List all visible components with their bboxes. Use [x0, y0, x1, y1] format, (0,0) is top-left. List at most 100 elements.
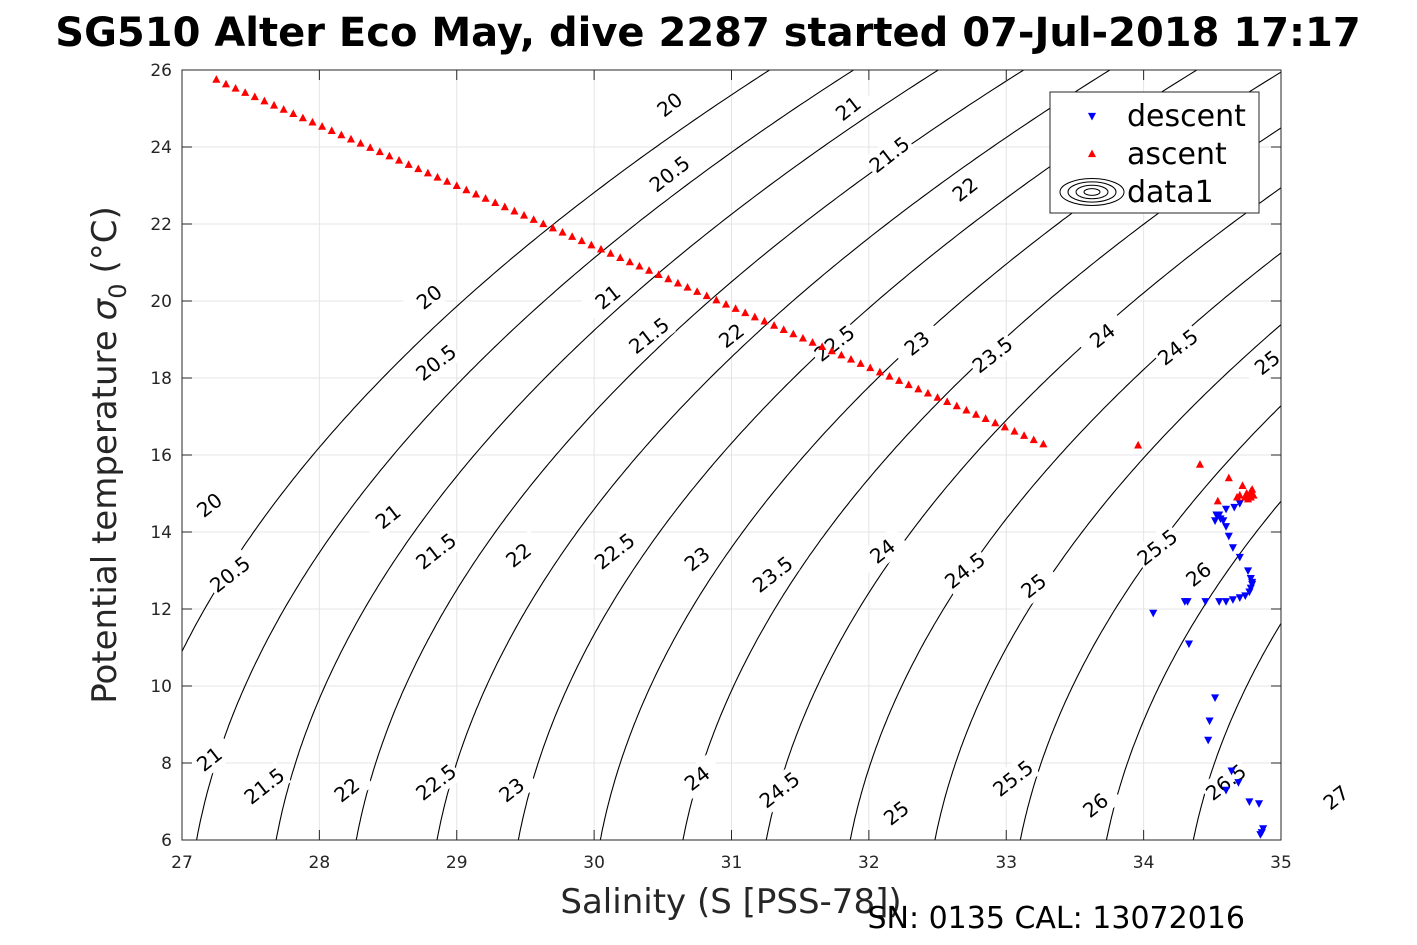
contour-label-bg [821, 83, 876, 134]
contour-label-bg [642, 148, 697, 199]
contour-line-24.5 [849, 252, 1281, 840]
ascent-point [991, 418, 1000, 427]
ascent-point [856, 359, 865, 367]
ascent-point [606, 249, 615, 257]
ascent-point [356, 139, 365, 147]
descent-point [1201, 598, 1210, 606]
ascent-point [731, 304, 740, 312]
contour-line-25 [934, 323, 1281, 840]
ascent-point [779, 325, 788, 334]
descent-point [1230, 503, 1239, 512]
ascent-point [404, 160, 413, 168]
ascent-point [1241, 492, 1250, 501]
x-tick-label: 35 [1270, 853, 1292, 873]
ascent-point [933, 393, 942, 401]
ascent-point [1000, 422, 1009, 431]
ascent-point [289, 109, 298, 118]
contour-label-bg [745, 549, 800, 600]
y-tick-label: 10 [150, 677, 172, 697]
contour-label-bg [670, 533, 725, 584]
ascent-point [635, 261, 644, 270]
ascent-point [962, 405, 971, 414]
ascent-point [1134, 440, 1143, 449]
ascent-point [250, 92, 259, 101]
ascent-point [885, 371, 894, 380]
ascent-point [385, 151, 394, 160]
ascent-point [596, 244, 606, 253]
y-axis-label-unit: (°C) [85, 206, 125, 273]
contour-label-bg [1171, 549, 1226, 600]
ascent-point [500, 202, 509, 211]
y-tick-label: 18 [150, 369, 172, 389]
legend-label-data1: data1 [1127, 175, 1214, 210]
ascent-point [577, 236, 586, 245]
descent-point [1228, 596, 1237, 604]
legend-label-ascent: ascent [1127, 137, 1227, 172]
ascent-point [1020, 431, 1029, 439]
y-tick-label: 24 [150, 138, 172, 158]
descent-point [1222, 598, 1231, 606]
x-tick-label: 29 [446, 853, 468, 873]
ascent-point [818, 342, 827, 350]
ascent-point [241, 88, 250, 96]
contour-line-22 [436, 70, 1111, 840]
contour-label-bg [642, 79, 697, 130]
contour-line-24 [765, 187, 1281, 840]
ascent-point [1224, 473, 1233, 482]
contour-label-bg [1130, 522, 1185, 573]
contour-label-bg [890, 318, 944, 369]
descent-point [1184, 640, 1194, 649]
descent-point [1215, 598, 1224, 606]
x-tick-label: 30 [583, 853, 605, 873]
ascent-point [645, 266, 654, 274]
x-tick-label: 28 [309, 853, 331, 873]
ascent-point [1248, 485, 1257, 493]
ascent-point [423, 168, 432, 177]
y-tick-label: 6 [161, 831, 172, 851]
ascent-point [520, 211, 529, 219]
ascent-point [221, 79, 231, 88]
contour-label-bg [409, 757, 464, 808]
ascent-point [875, 367, 884, 376]
ascent-point [443, 177, 452, 185]
ascent-point [1235, 490, 1244, 499]
ascent-point [625, 257, 634, 266]
descent-point [1254, 800, 1264, 808]
contour-label-bg [1309, 772, 1363, 823]
ascent-point [539, 219, 548, 228]
ascent-point [827, 346, 836, 355]
descent-point [1211, 694, 1220, 703]
x-tick-label: 33 [995, 853, 1017, 873]
y-axis-label-symbol: σ [85, 297, 125, 320]
contour-label-bg [622, 310, 676, 361]
descent-point [1235, 594, 1244, 602]
x-axis-label: Salinity (S [PSS-78]) [560, 882, 901, 922]
ascent-point [808, 338, 817, 346]
ascent-point [558, 227, 567, 236]
ascent-point [510, 206, 519, 215]
contour-label-bg [1006, 560, 1061, 611]
ascent-point [846, 355, 856, 363]
contour-label-bg [491, 530, 546, 581]
descent-point [1234, 779, 1243, 787]
contour-label-bg [986, 753, 1041, 804]
y-tick-label: 8 [161, 754, 172, 774]
contour-label-bg [587, 526, 642, 577]
contour-label-bg [580, 272, 635, 323]
footer-calibration: SN: 0135 CAL: 13072016 [867, 901, 1245, 936]
descent-point [1215, 511, 1224, 520]
ascent-point [789, 329, 798, 338]
descent-point [1227, 767, 1236, 776]
descent-point [1222, 786, 1231, 795]
x-tick-label: 27 [171, 853, 193, 873]
legend-marker-descent [1087, 112, 1097, 121]
y-axis-label-text: Potential temperature [85, 330, 125, 703]
y-tick-label: 26 [150, 61, 172, 81]
descent-point [1235, 499, 1244, 508]
contour-label-bg [862, 129, 917, 180]
ascent-series [212, 75, 1258, 505]
contour-label-bg [237, 761, 292, 812]
ascent-point [770, 321, 779, 329]
contour-label-bg [409, 337, 464, 388]
